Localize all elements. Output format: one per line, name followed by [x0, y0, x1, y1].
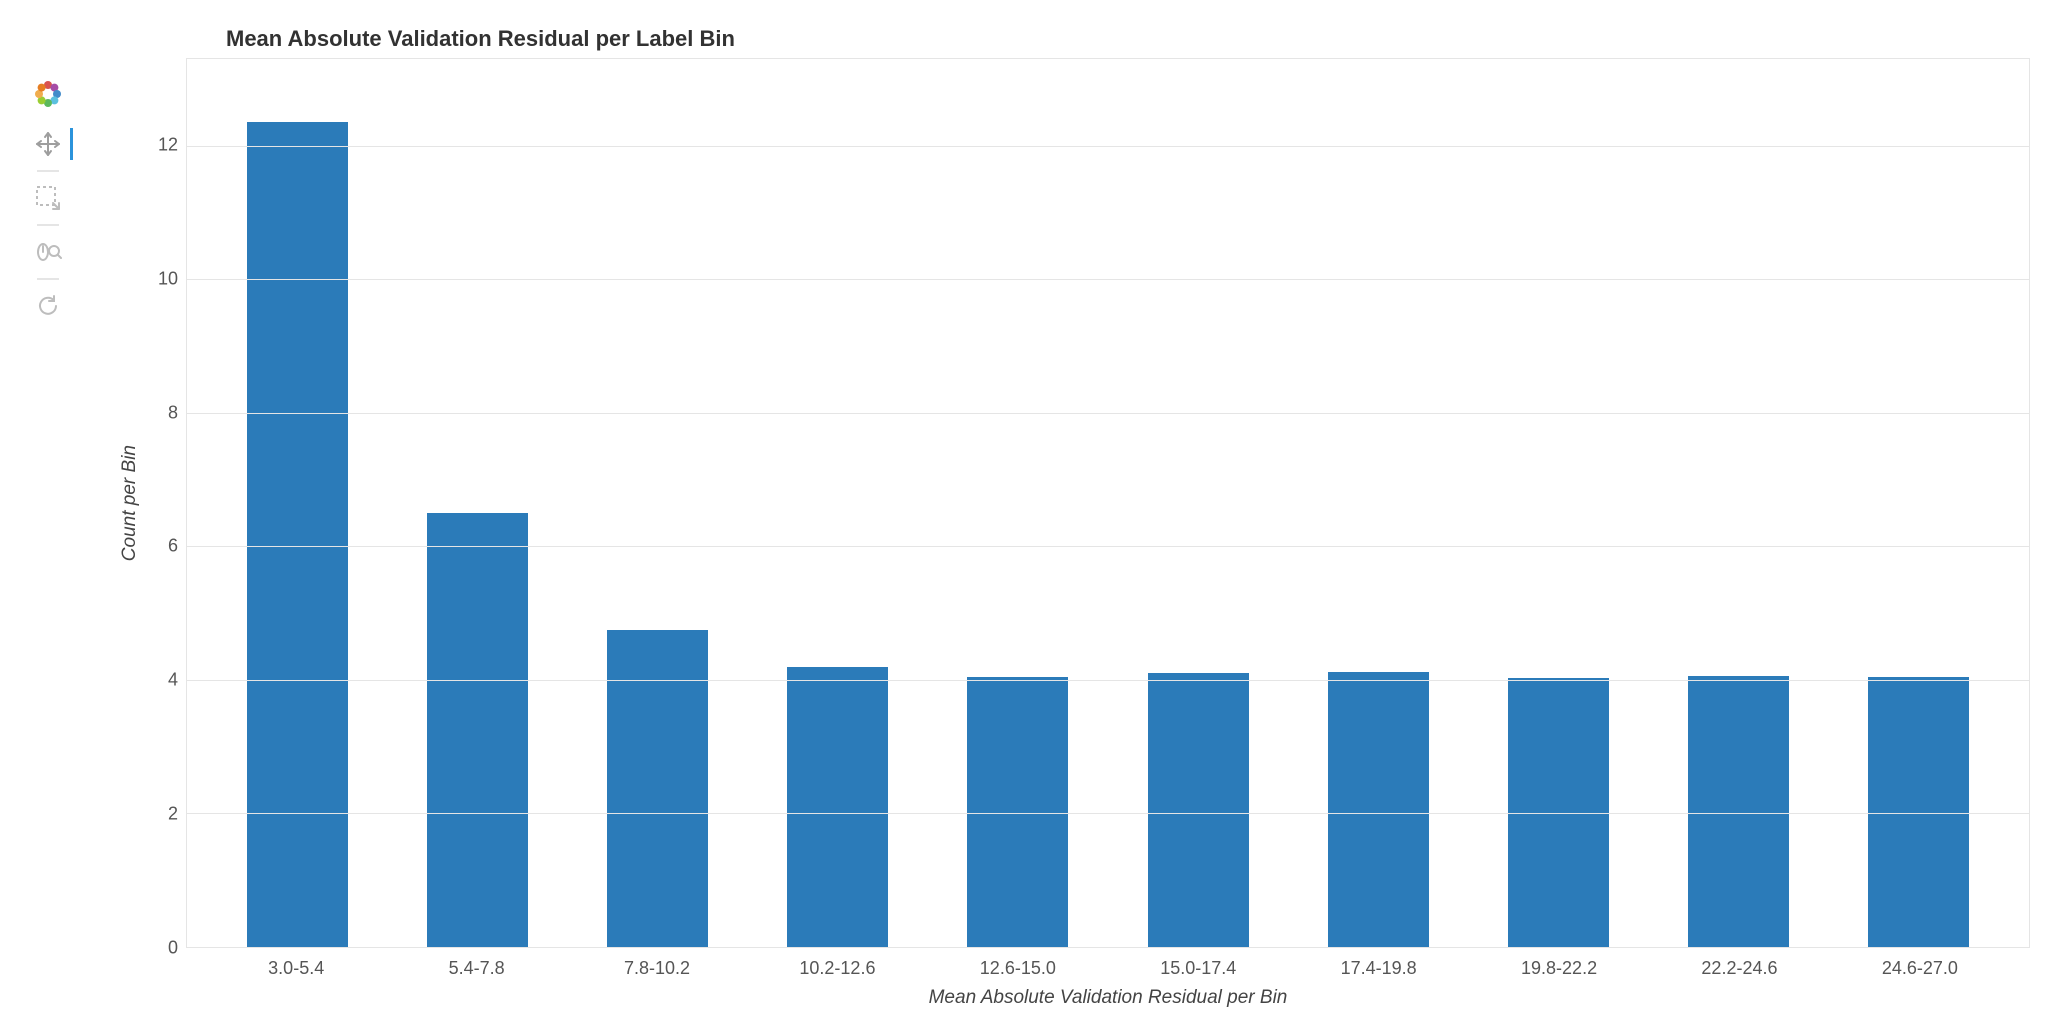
bokeh-logo-icon[interactable] [30, 76, 66, 112]
pan-tool-icon[interactable] [30, 126, 66, 162]
toolbar-separator [37, 170, 59, 172]
grid-line [187, 546, 2029, 547]
x-axis-ticks: 3.0-5.45.4-7.87.8-10.210.2-12.612.6-15.0… [186, 948, 2030, 979]
x-tick-label: 5.4-7.8 [386, 948, 566, 979]
chart-container: Mean Absolute Validation Residual per La… [20, 20, 2030, 1008]
grid-line [187, 146, 2029, 147]
bar[interactable] [1868, 677, 1969, 947]
x-tick-label: 7.8-10.2 [567, 948, 747, 979]
grid-line [187, 813, 2029, 814]
y-tick-label: 6 [168, 536, 178, 557]
y-tick-label: 0 [168, 938, 178, 959]
bar[interactable] [1688, 676, 1789, 947]
y-tick-label: 12 [158, 134, 178, 155]
y-tick-label: 2 [168, 804, 178, 825]
x-tick-label: 15.0-17.4 [1108, 948, 1288, 979]
y-tick-label: 10 [158, 268, 178, 289]
wheel-zoom-tool-icon[interactable] [30, 234, 66, 270]
grid-line [187, 680, 2029, 681]
x-axis-title: Mean Absolute Validation Residual per Bi… [186, 987, 2030, 1009]
reset-tool-icon[interactable] [30, 288, 66, 324]
x-tick-label: 22.2-24.6 [1649, 948, 1829, 979]
chart-title: Mean Absolute Validation Residual per La… [226, 26, 2030, 52]
grid-line [187, 947, 2029, 948]
y-axis-ticks: 024681012 [144, 58, 186, 948]
x-tick-label: 17.4-19.8 [1288, 948, 1468, 979]
bar[interactable] [247, 122, 348, 947]
x-tick-label: 19.8-22.2 [1469, 948, 1649, 979]
bar[interactable] [1328, 672, 1429, 947]
y-axis-title: Count per Bin [116, 58, 144, 948]
toolbar-separator [37, 278, 59, 280]
chart-toolbar [20, 20, 76, 1008]
x-tick-label: 24.6-27.0 [1830, 948, 2010, 979]
plot-area[interactable] [186, 58, 2030, 948]
bar[interactable] [1148, 673, 1249, 947]
plot-row: Count per Bin 024681012 [116, 58, 2030, 948]
chart-panel: Mean Absolute Validation Residual per La… [76, 20, 2030, 1008]
y-tick-label: 4 [168, 670, 178, 691]
bar[interactable] [427, 513, 528, 947]
grid-line [187, 413, 2029, 414]
box-zoom-tool-icon[interactable] [30, 180, 66, 216]
bar[interactable] [607, 630, 708, 947]
x-tick-label: 3.0-5.4 [206, 948, 386, 979]
x-tick-label: 12.6-15.0 [928, 948, 1108, 979]
bar[interactable] [967, 677, 1068, 947]
y-tick-label: 8 [168, 402, 178, 423]
bar[interactable] [787, 667, 888, 947]
x-tick-label: 10.2-12.6 [747, 948, 927, 979]
toolbar-separator [37, 224, 59, 226]
grid-line [187, 279, 2029, 280]
